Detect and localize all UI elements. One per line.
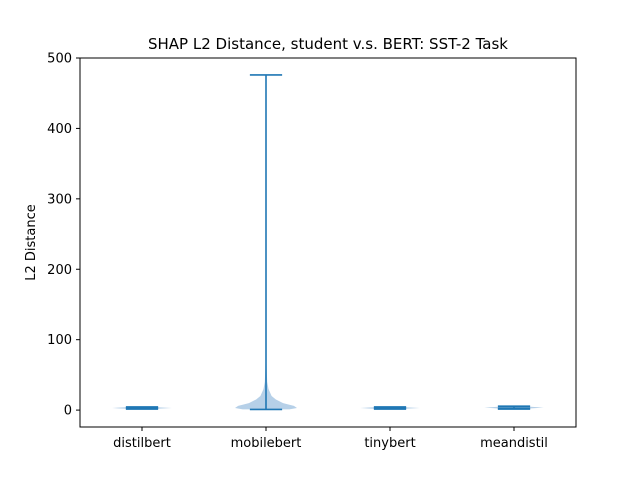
- x-tick-label: tinybert: [364, 436, 415, 451]
- y-tick-label: 200: [47, 263, 72, 278]
- x-tick-label: distilbert: [113, 436, 171, 451]
- violin-band: [125, 406, 159, 410]
- y-tick-label: 300: [47, 192, 72, 207]
- violin-band: [373, 406, 407, 410]
- y-tick-label: 100: [47, 333, 72, 348]
- axes-frame: [79, 57, 577, 428]
- x-axis: distilbert mobilebert tinybert meandistil: [113, 427, 548, 451]
- y-axis-label: L2 Distance: [24, 204, 39, 281]
- x-tick-label: mobilebert: [231, 436, 302, 451]
- y-axis: 0 100 200 300 400 500: [47, 52, 80, 419]
- violin-lines: [125, 74, 531, 411]
- x-tick-label: meandistil: [480, 436, 548, 451]
- y-tick-label: 0: [64, 404, 72, 419]
- chart-title: SHAP L2 Distance, student v.s. BERT: SST…: [148, 35, 508, 53]
- violin-bodies: [112, 339, 544, 410]
- violin-band: [497, 407, 531, 410]
- y-tick-label: 500: [47, 52, 72, 67]
- y-tick-label: 400: [47, 122, 72, 137]
